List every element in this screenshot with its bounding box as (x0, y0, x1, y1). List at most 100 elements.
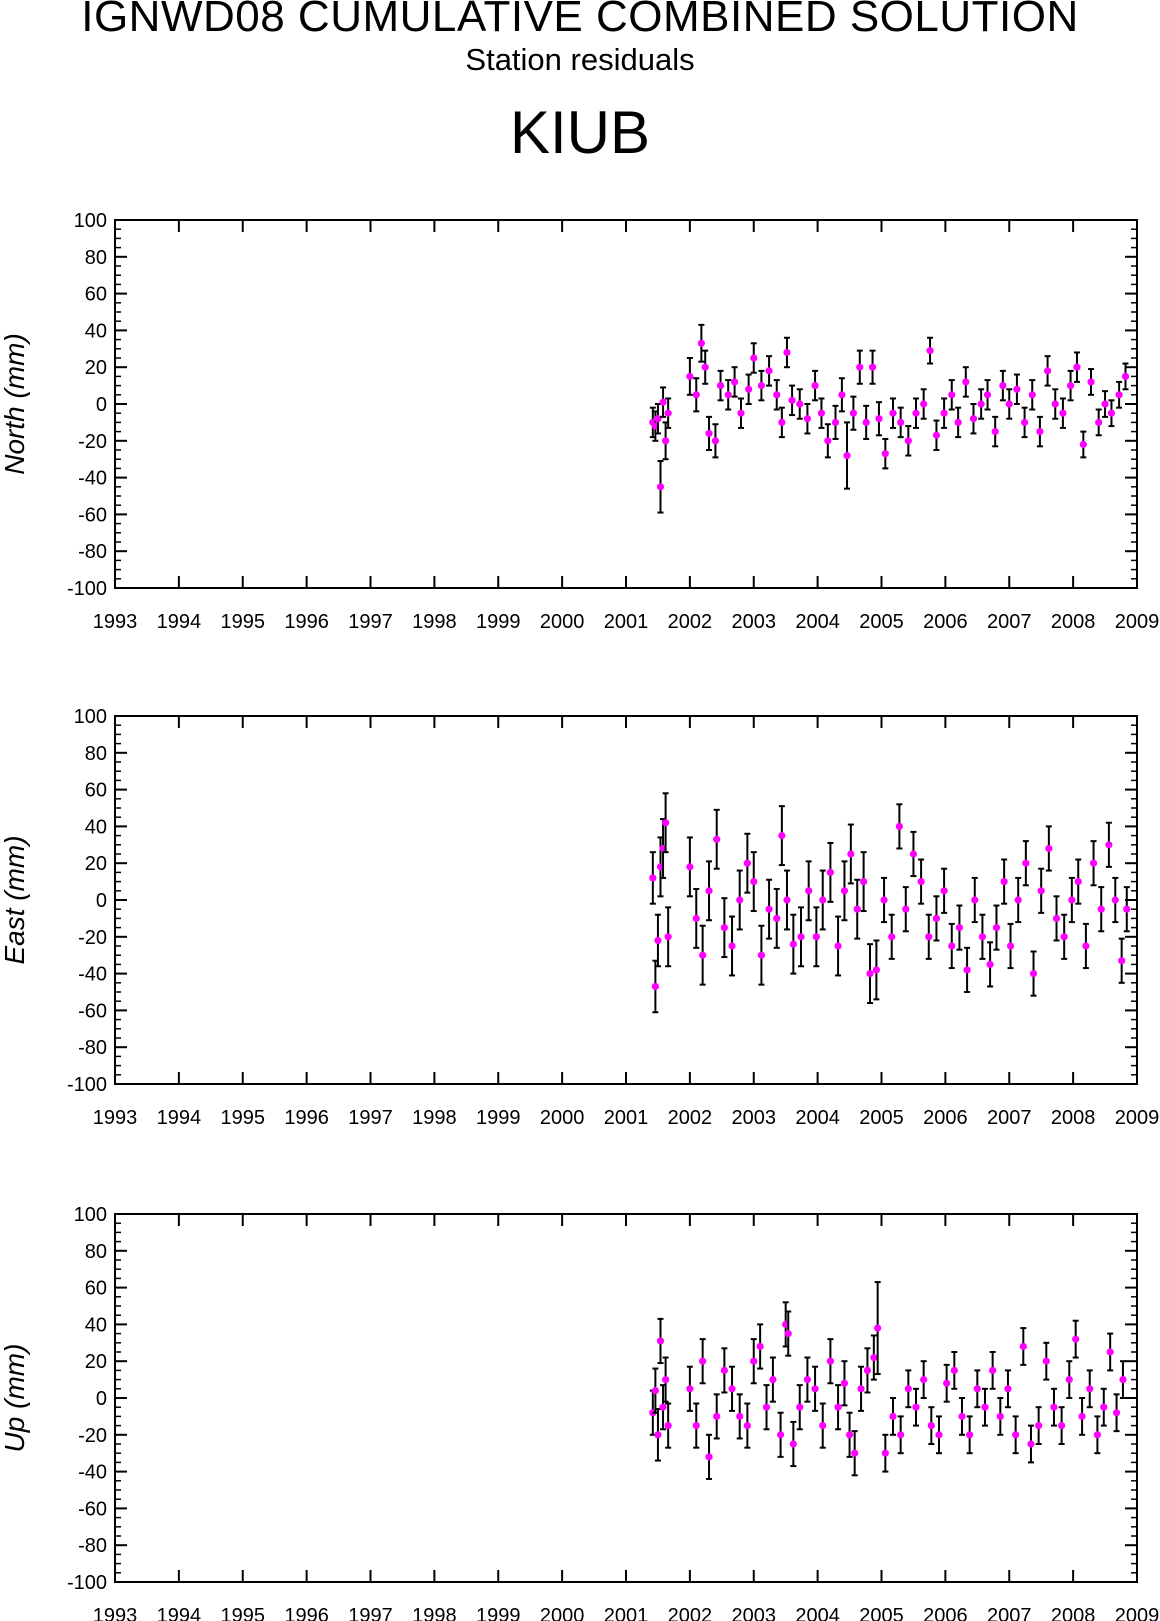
x-tick-label: 1999 (476, 1107, 521, 1129)
x-tick-label: 1995 (221, 1107, 266, 1129)
data-point (981, 1403, 989, 1411)
x-tick-label: 1997 (348, 1605, 393, 1621)
data-point (904, 437, 912, 445)
data-point (897, 1431, 905, 1439)
data-point (851, 1449, 859, 1457)
data-point (662, 437, 670, 445)
data-point (743, 859, 751, 867)
y-tick-label: 0 (96, 1388, 107, 1410)
y-tick-label: 40 (85, 1314, 107, 1336)
y-tick-label: -80 (78, 1535, 107, 1557)
y-tick-label: 60 (85, 284, 107, 306)
data-point (1123, 905, 1131, 913)
panel-0: 1993 1994 1995 1996 1997 1998 1999 2000 2001 2002… (0, 210, 1159, 633)
data-point (1005, 400, 1013, 408)
data-point (977, 400, 985, 408)
data-point (692, 391, 700, 399)
data-point (932, 914, 941, 923)
y-tick-label: -40 (78, 1462, 107, 1484)
data-point (1019, 1342, 1027, 1351)
data-point (662, 1376, 670, 1384)
data-point (958, 1412, 966, 1420)
data-point (1112, 1409, 1121, 1417)
data-point (963, 966, 971, 974)
data-point (699, 951, 707, 959)
data-point (1006, 942, 1015, 950)
data-point (1058, 1422, 1066, 1430)
x-tick-label: 2000 (540, 611, 585, 633)
data-point (1119, 1376, 1127, 1384)
data-point (1051, 400, 1059, 408)
data-point (932, 431, 941, 439)
data-point (656, 1337, 665, 1345)
y-tick-label: -20 (78, 431, 107, 453)
data-point (862, 418, 870, 426)
data-point (1089, 859, 1098, 867)
data-point (1050, 1403, 1058, 1411)
data-point (909, 850, 918, 858)
data-point (803, 415, 812, 423)
data-point (834, 942, 842, 950)
data-point (750, 354, 758, 362)
data-point (819, 1422, 827, 1430)
data-point (1093, 1431, 1101, 1439)
data-point (659, 1403, 667, 1411)
y-tick-label: 80 (85, 1241, 107, 1263)
data-point (954, 418, 962, 426)
y-tick-label: -60 (78, 1498, 107, 1520)
data-point (649, 874, 657, 882)
data-point (686, 1385, 694, 1393)
data-point (737, 409, 745, 417)
data-point (1043, 367, 1052, 375)
data-point (1020, 418, 1029, 426)
x-tick-label: 2004 (795, 611, 840, 633)
data-point (651, 1387, 659, 1395)
y-tick-label: 0 (96, 890, 107, 912)
x-tick-label: 2001 (604, 1605, 649, 1621)
data-point (654, 1431, 662, 1439)
y-tick-label: -40 (78, 468, 107, 490)
y-tick-label: 60 (85, 1278, 107, 1300)
data-point (917, 878, 925, 886)
data-point (1066, 382, 1075, 390)
data-point (1107, 409, 1116, 417)
data-point (966, 1431, 974, 1439)
data-point (1115, 391, 1123, 399)
data-point (654, 936, 662, 945)
x-tick-label: 2003 (732, 1605, 777, 1621)
data-point (1037, 887, 1045, 895)
x-tick-label: 1997 (348, 611, 393, 633)
data-point (1072, 1335, 1080, 1343)
data-point (962, 378, 970, 386)
data-point (728, 1385, 736, 1393)
data-point (756, 1342, 764, 1351)
x-tick-label: 2007 (987, 1107, 1032, 1129)
x-tick-label: 1996 (284, 1605, 329, 1621)
x-tick-label: 1996 (284, 611, 329, 633)
data-point (857, 1385, 865, 1393)
data-point (1059, 409, 1067, 417)
x-tick-label: 1999 (476, 1605, 521, 1621)
x-tick-label: 2008 (1051, 1107, 1096, 1129)
data-point (948, 942, 956, 950)
data-point (1004, 1385, 1012, 1393)
data-point (705, 429, 713, 438)
data-point (881, 1449, 889, 1457)
y-axis-label: Up (mm) (0, 1344, 30, 1453)
data-point (796, 1403, 804, 1411)
data-point (776, 1431, 785, 1439)
data-point (897, 418, 905, 426)
y-tick-label: -60 (78, 1000, 107, 1022)
x-tick-label: 2006 (923, 611, 968, 633)
data-point (902, 905, 910, 913)
data-point (817, 409, 826, 417)
data-point (811, 1385, 819, 1393)
data-point (711, 437, 720, 445)
data-point (880, 896, 888, 904)
panel-1: 1993 1994 1995 1996 1997 1998 1999 2000 2001 2002… (0, 706, 1159, 1129)
data-point (796, 400, 804, 408)
x-tick-label: 2007 (987, 611, 1032, 633)
x-tick-label: 1996 (284, 1107, 329, 1129)
y-tick-label: -100 (67, 578, 107, 600)
data-point (868, 363, 877, 371)
